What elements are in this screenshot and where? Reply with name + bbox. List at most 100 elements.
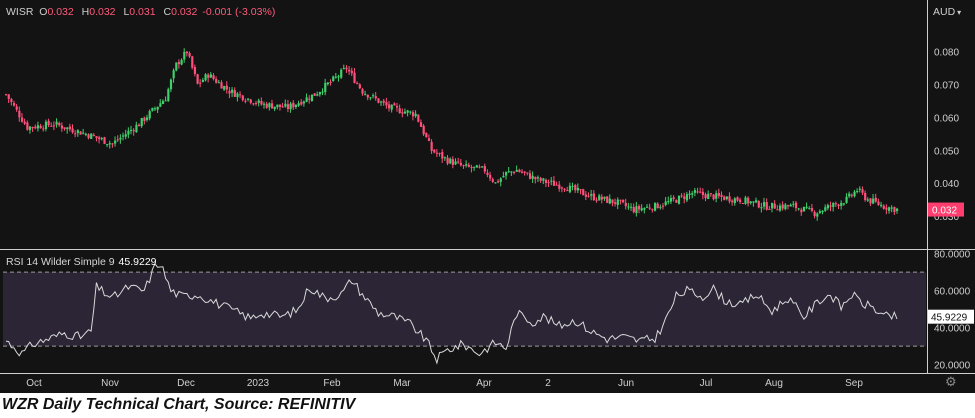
candle-body [255, 102, 258, 104]
candle-body [151, 107, 154, 111]
price-candles [5, 48, 899, 221]
candle-body [661, 205, 665, 207]
candle-body [675, 200, 678, 203]
candle-body [555, 184, 558, 186]
candle-body [116, 139, 119, 141]
candle-body [550, 180, 553, 182]
candle-body [872, 198, 875, 204]
candle-body [361, 89, 364, 94]
low-label: L [123, 6, 130, 18]
candle-body [28, 126, 32, 131]
candle-body [845, 196, 848, 203]
candle-body [709, 193, 713, 195]
candle-body [438, 153, 441, 155]
candle-body [489, 174, 492, 179]
candle-body [502, 175, 505, 178]
candle-body [82, 132, 85, 134]
candle-body [233, 90, 236, 97]
candle-body [770, 202, 774, 209]
candle-body [539, 177, 542, 181]
candle-body [265, 103, 268, 108]
candle-body [10, 99, 13, 102]
candle-body [624, 202, 627, 207]
candle-body [60, 125, 64, 129]
candle-body [858, 188, 861, 190]
candle-body [199, 82, 202, 84]
close-value: 0.032 [171, 6, 198, 18]
candle-body [733, 198, 736, 204]
chart-area[interactable]: 0.080 0.070 0.060 0.050 0.040 0.030 80.0000 60.… [0, 0, 975, 393]
candle-body [728, 196, 731, 202]
candle-body [356, 83, 359, 85]
candle-body [164, 100, 167, 102]
time-tick-label: Mar [393, 378, 411, 389]
rsi-band [3, 272, 926, 347]
candle-body [393, 103, 396, 106]
candle-body [643, 208, 646, 210]
candle-body [74, 133, 77, 135]
candle-body [5, 94, 8, 96]
candle-body [7, 94, 10, 99]
price-tick-label: 0.060 [934, 113, 959, 124]
candle-body [106, 144, 109, 146]
candle-body [518, 169, 521, 172]
candle-body [499, 178, 502, 182]
candle-body [614, 202, 617, 204]
candle-body [866, 199, 869, 201]
candle-body [79, 131, 82, 135]
change-value: -0.001 (-3.03%) [202, 6, 276, 18]
candle-body [896, 208, 899, 211]
candle-body [470, 166, 473, 169]
candle-body [217, 82, 220, 84]
candle-body [587, 195, 590, 197]
candle-body [701, 191, 705, 196]
candle-body [459, 162, 463, 166]
candle-body [829, 205, 832, 207]
candle-body [608, 198, 611, 204]
candle-body [95, 136, 98, 138]
candle-body [156, 106, 159, 110]
candle-body [568, 185, 572, 193]
candle-body [313, 93, 316, 96]
candle-body [76, 130, 80, 134]
candle-body [108, 143, 111, 145]
price-tick-label: 0.040 [934, 179, 959, 190]
candle-body [212, 75, 215, 80]
candle-body [180, 59, 183, 65]
candle-body [693, 190, 697, 193]
candle-body [188, 52, 191, 57]
candle-body [616, 199, 619, 205]
candle-body [191, 56, 194, 68]
candle-body [18, 110, 21, 118]
candle-body [880, 204, 883, 207]
candle-body [276, 104, 279, 108]
currency-dropdown[interactable]: AUD ▾ [933, 6, 961, 18]
candle-body [882, 205, 885, 209]
candle-body [691, 193, 694, 195]
candle-body [669, 198, 673, 202]
candle-body [810, 208, 814, 211]
candle-body [140, 118, 143, 127]
gear-icon[interactable]: ⚙ [945, 374, 957, 389]
chart-canvas[interactable]: 0.080 0.070 0.060 0.050 0.040 0.030 80.0000 60.… [0, 0, 975, 393]
candle-body [39, 125, 42, 129]
candle-body [731, 200, 734, 203]
candle-body [63, 127, 66, 129]
candle-body [454, 161, 457, 165]
candle-body [119, 137, 122, 140]
candle-body [802, 206, 806, 212]
candle-body [715, 193, 718, 199]
candle-body [12, 103, 16, 106]
candle-body [302, 101, 306, 104]
candle-body [443, 157, 447, 159]
candle-body [853, 191, 856, 197]
candle-body [377, 98, 380, 103]
candle-body [286, 104, 290, 109]
candle-body [590, 194, 593, 196]
candle-body [430, 141, 433, 151]
candle-body [749, 201, 752, 204]
candle-body [289, 103, 292, 110]
candle-body [223, 86, 226, 90]
last-price-tag [928, 202, 964, 217]
candle-body [552, 180, 556, 186]
